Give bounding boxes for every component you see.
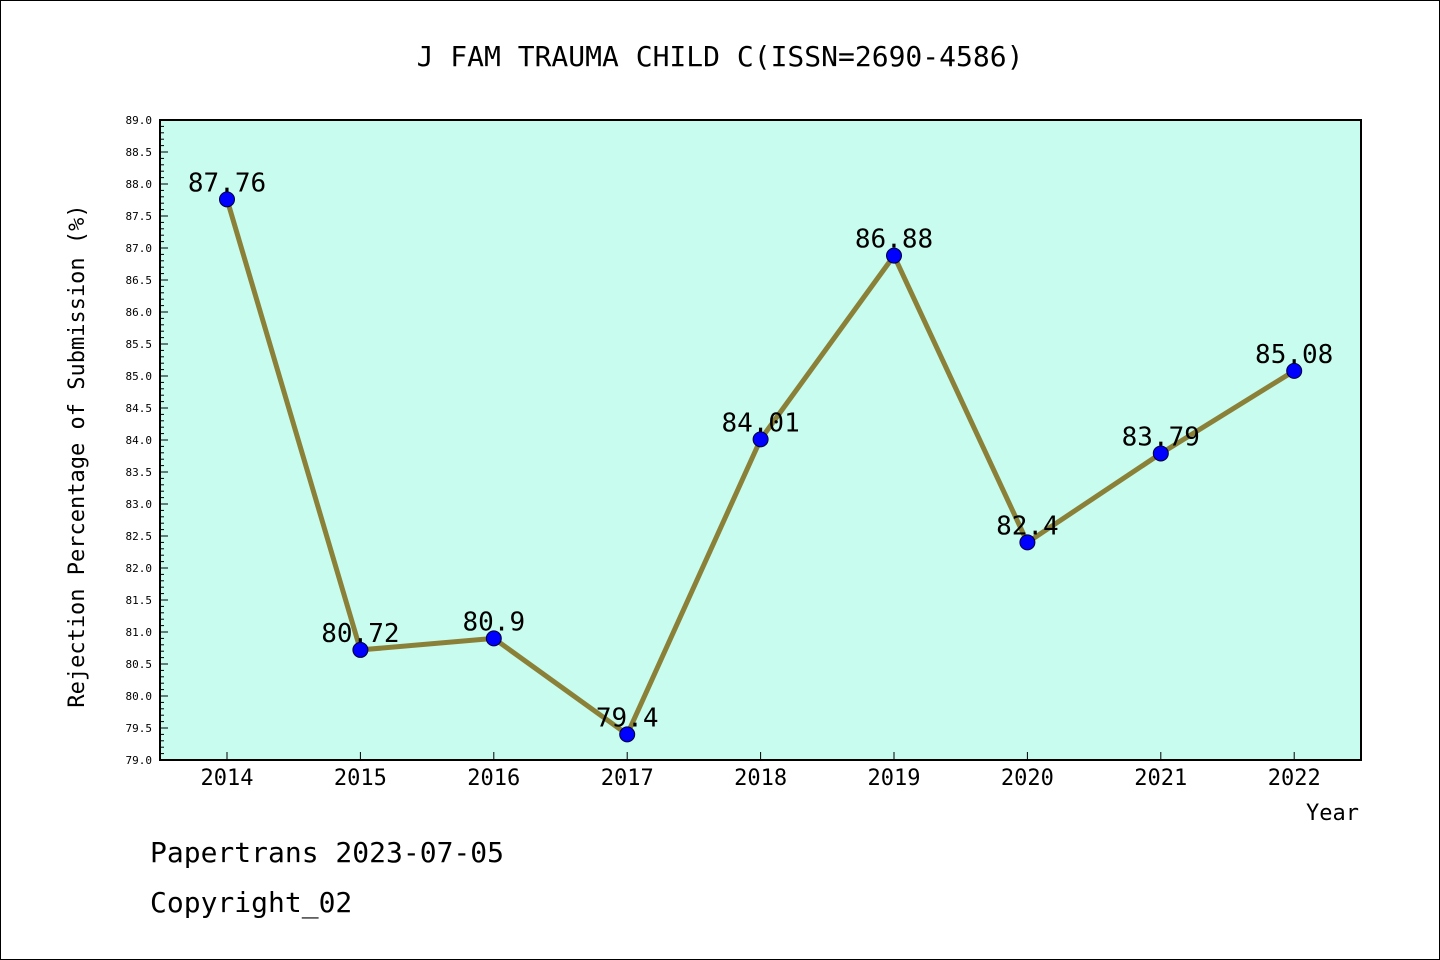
data-label: 86.88 (855, 225, 933, 255)
y-axis-label: Rejection Percentage of Submission (%) (65, 204, 90, 707)
data-point (485, 630, 502, 647)
data-point (752, 431, 769, 448)
y-tick-label: 81.0 (126, 626, 153, 639)
x-tick-label: 2018 (734, 766, 787, 791)
data-label: 85.08 (1255, 340, 1333, 370)
y-tick-label: 80.0 (126, 690, 153, 703)
data-point (219, 191, 235, 208)
data-point (1019, 534, 1036, 551)
y-tick-label: 85.0 (126, 370, 153, 383)
data-label: 87.76 (188, 168, 266, 198)
x-tick-label: 2022 (1268, 766, 1321, 791)
y-tick-label: 84.0 (126, 434, 153, 447)
y-tick-label: 88.0 (126, 178, 153, 191)
x-tick-label: 2021 (1134, 766, 1187, 791)
y-tick-label: 86.5 (126, 274, 153, 287)
y-tick-label: 85.5 (126, 338, 153, 351)
data-label: 79.4 (596, 703, 659, 733)
x-axis-label: Year (1306, 801, 1359, 826)
data-labels-group: 87.76 80.72 80.9 79.4 84.01 86.88 82.4 83.79 85.… (188, 168, 1333, 733)
y-tick-label: 83.0 (126, 498, 153, 511)
data-point (619, 726, 636, 743)
x-tick-label: 2014 (201, 766, 254, 791)
x-tick-label: 2015 (334, 766, 387, 791)
y-tick-label: 87.5 (126, 210, 153, 223)
x-axis: 2014 2015 2016 2017 2018 2019 2020 2021 2022 (201, 752, 1321, 791)
data-label: 80.9 (462, 607, 525, 637)
y-tick-label: 79.5 (126, 722, 153, 735)
data-label: 83.79 (1122, 422, 1200, 452)
chart-title: J FAM TRAUMA CHILD C(ISSN=2690-4586) (417, 40, 1024, 73)
plot-border (159, 119, 1362, 761)
x-tick-label: 2016 (467, 766, 520, 791)
data-point (886, 247, 902, 264)
y-tick-label: 83.5 (126, 466, 153, 479)
data-label: 82.4 (996, 511, 1059, 541)
footer-credit: Papertrans 2023-07-05 (150, 836, 505, 869)
data-point (352, 641, 369, 658)
y-tick-label: 84.5 (126, 402, 153, 415)
data-point (1286, 362, 1303, 379)
y-tick-label: 87.0 (126, 242, 153, 255)
data-label: 84.01 (721, 408, 799, 438)
y-tick-label: 81.5 (126, 594, 153, 607)
y-tick-label: 79.0 (126, 754, 153, 767)
y-tick-label: 80.5 (126, 658, 153, 671)
y-tick-label: 82.0 (126, 562, 153, 575)
y-tick-label: 88.5 (126, 146, 153, 159)
y-tick-label: 86.0 (126, 306, 153, 319)
y-tick-label: 82.5 (126, 530, 153, 543)
x-tick-label: 2019 (868, 766, 921, 791)
data-point (1152, 445, 1169, 462)
footer-copyright: Copyright_02 (150, 886, 353, 919)
markers-group (219, 191, 1303, 743)
y-tick-label: 89.0 (126, 114, 153, 127)
x-tick-label: 2017 (601, 766, 654, 791)
data-label: 80.72 (321, 619, 399, 649)
x-tick-label: 2020 (1001, 766, 1054, 791)
